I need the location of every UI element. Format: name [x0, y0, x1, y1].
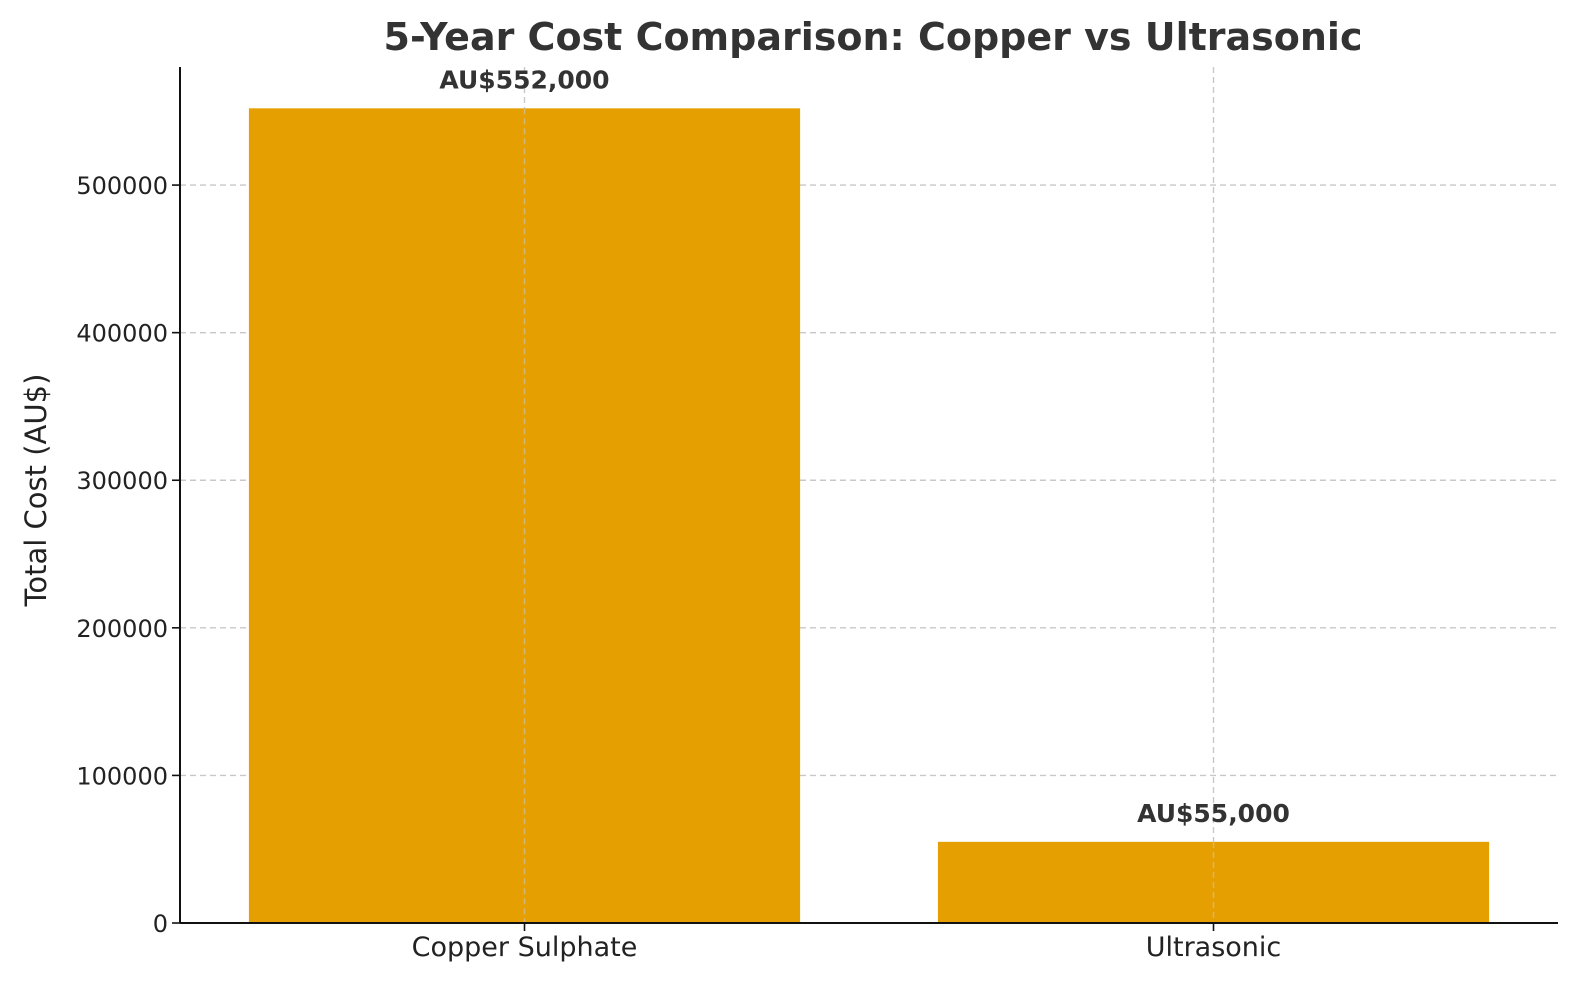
y-axis-label: Total Cost (AU$) [19, 374, 53, 608]
y-tick-label: 500000 [76, 172, 168, 200]
y-tick-label: 300000 [76, 467, 168, 495]
y-tick-label: 400000 [76, 320, 168, 348]
bar-value-label: AU$552,000 [439, 65, 609, 94]
y-tick-label: 0 [153, 910, 168, 938]
y-tick-label: 100000 [76, 762, 168, 790]
x-tick-label: Copper Sulphate [412, 932, 638, 963]
axes-layer [172, 67, 1558, 931]
labels-layer: 0 100000 200000 300000 400000 500000 Copper Su… [76, 65, 1290, 963]
chart-title: 5-Year Cost Comparison: Copper vs Ultras… [384, 15, 1363, 59]
x-tick-label: Ultrasonic [1146, 932, 1282, 963]
bar-value-label: AU$55,000 [1137, 799, 1290, 828]
bars-layer [248, 108, 1490, 923]
y-tick-label: 200000 [76, 615, 168, 643]
